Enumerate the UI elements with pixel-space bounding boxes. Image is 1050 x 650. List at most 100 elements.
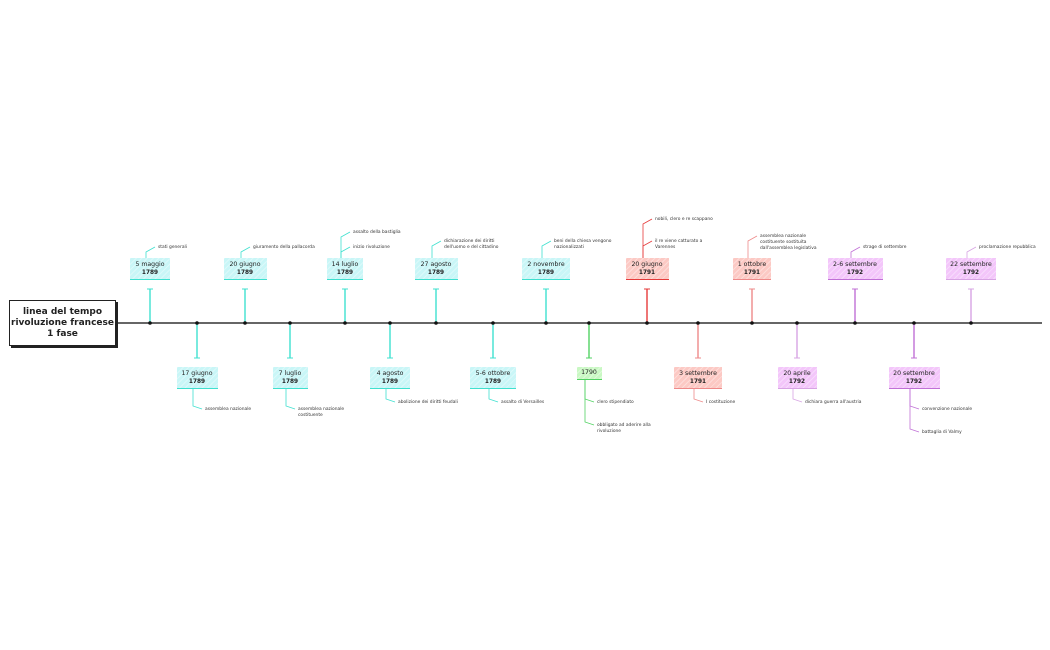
event-note[interactable]: stati generali — [158, 245, 187, 250]
note-connector — [966, 246, 977, 258]
event-date: 20 settembre — [893, 369, 935, 377]
event-date: 20 aprile — [783, 369, 811, 377]
event-note[interactable]: assemblea nazionale costituente sostitui… — [760, 234, 817, 251]
event-box[interactable]: 5 maggio 1789 — [130, 258, 170, 280]
event-note[interactable]: dichiara guerra all'austria — [805, 400, 862, 405]
event-note[interactable]: battaglia di Valmy — [922, 430, 962, 435]
central-topic[interactable]: linea del tempo rivoluzione francese 1 f… — [9, 300, 116, 346]
timeline-node — [544, 321, 548, 325]
event-year: 1791 — [689, 378, 707, 385]
event-box[interactable]: 1 ottobre 1791 — [733, 258, 771, 280]
note-connector — [340, 246, 351, 258]
event-note[interactable]: I costituzione — [706, 400, 736, 405]
event-note[interactable]: clero stipendiato — [597, 400, 634, 405]
note-connector — [693, 389, 704, 403]
event-year: 1789 — [537, 269, 555, 276]
timeline-node — [148, 321, 152, 325]
event-box[interactable]: 22 settembre 1792 — [946, 258, 996, 280]
title-line: 1 fase — [47, 328, 78, 339]
event-note[interactable]: giuramento della pallacorda — [253, 245, 315, 250]
event-date: 1 ottobre — [737, 260, 767, 268]
event-note[interactable]: dichiarazione dei diritti dell'uomo e de… — [444, 239, 499, 250]
event-year: 1792 — [905, 378, 923, 385]
event-date: 7 luglio — [278, 369, 302, 377]
timeline-node — [912, 321, 916, 325]
event-box[interactable]: 27 agosto 1789 — [414, 258, 458, 280]
note-connector — [285, 389, 296, 410]
event-box[interactable]: 2 novembre 1789 — [522, 258, 570, 280]
event-date: 20 giugno — [229, 260, 261, 268]
timeline-node — [587, 321, 591, 325]
event-date: 22 settembre — [950, 260, 992, 268]
event-box[interactable]: 20 giugno 1789 — [223, 258, 267, 280]
note-connector — [642, 218, 653, 258]
event-year: 1789 — [484, 378, 502, 385]
event-note[interactable]: proclamazione repubblica — [979, 245, 1036, 250]
event-note[interactable]: beni della chiesa vengono nazionalizzati — [554, 239, 612, 250]
event-year: 1789 — [141, 269, 159, 276]
note-connector — [584, 380, 595, 403]
note-connector — [909, 389, 920, 410]
event-note[interactable]: obbligato ad aderire alla rivoluzione — [597, 423, 651, 434]
timeline-node — [343, 321, 347, 325]
event-note[interactable]: abolizione dei diritti feudali — [398, 400, 458, 405]
event-year: 1792 — [962, 269, 980, 276]
event-note[interactable]: convenzione nazionale — [922, 407, 973, 412]
event-box[interactable]: 20 giugno 1791 — [625, 258, 669, 280]
timeline-node — [969, 321, 973, 325]
event-note[interactable]: nobili, clero e re scappano — [655, 217, 713, 222]
event-box[interactable]: 20 aprile 1792 — [777, 367, 817, 389]
note-connector — [145, 246, 156, 258]
event-box[interactable]: 1790 — [576, 367, 602, 380]
event-year: 1789 — [236, 269, 254, 276]
title-line: linea del tempo — [22, 306, 103, 317]
event-year: 1789 — [281, 378, 299, 385]
event-note[interactable]: assemblea nazionale costituente — [298, 407, 345, 418]
note-connector — [747, 235, 758, 258]
timeline-node — [795, 321, 799, 325]
event-year: 1791 — [743, 269, 761, 276]
note-connector — [431, 240, 442, 258]
note-connector — [584, 380, 595, 426]
event-date: 3 settembre — [679, 369, 717, 377]
event-date: 17 giugno — [181, 369, 213, 377]
event-note[interactable]: assalto della bastiglia — [353, 230, 401, 235]
event-date: 2-6 settembre — [833, 260, 877, 268]
event-year: 1792 — [788, 378, 806, 385]
note-connector — [850, 246, 861, 258]
event-note[interactable]: assemblea nazionale — [205, 407, 252, 412]
event-box[interactable]: 5-6 ottobre 1789 — [470, 367, 516, 389]
event-note[interactable]: il re viene catturato a Varennes — [655, 239, 703, 250]
note-connector — [385, 389, 396, 403]
event-box[interactable]: 14 luglio 1789 — [327, 258, 363, 280]
timeline-node — [434, 321, 438, 325]
title-line: rivoluzione francese — [11, 317, 114, 328]
event-note[interactable]: strage di settembre — [863, 245, 907, 250]
note-connector — [192, 389, 203, 410]
timeline-node — [491, 321, 495, 325]
event-year: 1789 — [188, 378, 206, 385]
event-year: 1789 — [381, 378, 399, 385]
event-box[interactable]: 17 giugno 1789 — [176, 367, 218, 389]
event-box[interactable]: 2-6 settembre 1792 — [827, 258, 883, 280]
event-year: 1789 — [336, 269, 354, 276]
event-box[interactable]: 7 luglio 1789 — [272, 367, 308, 389]
timeline-node — [288, 321, 292, 325]
event-date: 2 novembre — [527, 260, 565, 268]
note-connector — [240, 246, 251, 258]
timeline-node — [195, 321, 199, 325]
event-year: 1791 — [638, 269, 656, 276]
note-connector — [909, 389, 920, 433]
event-date: 5-6 ottobre — [475, 369, 511, 377]
event-box[interactable]: 3 settembre 1791 — [674, 367, 722, 389]
event-box[interactable]: 4 agosto 1789 — [370, 367, 410, 389]
event-note[interactable]: assalto di Versailles — [501, 400, 545, 405]
event-note[interactable]: inizio rivoluzione — [353, 245, 390, 250]
event-box[interactable]: 20 settembre 1792 — [888, 367, 940, 389]
note-connector — [340, 231, 351, 258]
event-date: 27 agosto — [420, 260, 452, 268]
event-year: 1792 — [846, 269, 864, 276]
event-date: 1790 — [581, 369, 597, 376]
